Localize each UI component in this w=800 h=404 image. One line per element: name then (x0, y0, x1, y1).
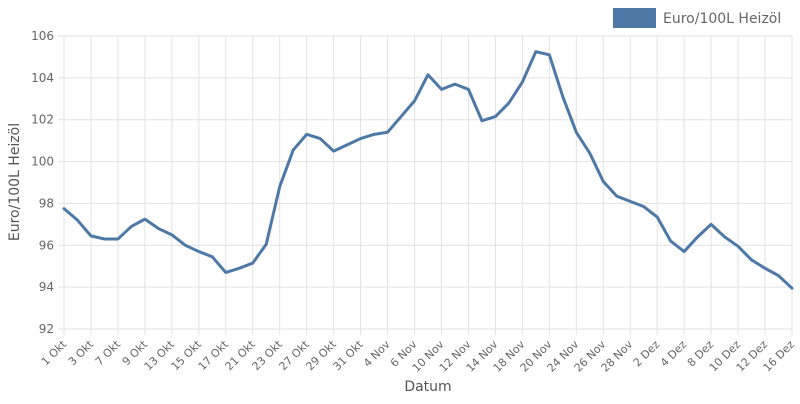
y-tick-label: 96 (39, 238, 54, 252)
data-point[interactable] (762, 265, 768, 271)
data-point[interactable] (452, 81, 458, 87)
legend[interactable]: Euro/100L Heizöl (613, 8, 781, 28)
x-tick-label: 1 Okt (39, 337, 70, 368)
data-point[interactable] (749, 257, 755, 263)
data-point[interactable] (290, 147, 296, 153)
data-point[interactable] (722, 234, 728, 240)
x-tick-label: 4 Dez (658, 338, 690, 370)
data-point[interactable] (438, 86, 444, 92)
data-point[interactable] (533, 49, 539, 55)
data-point[interactable] (196, 249, 202, 255)
y-tick-label: 94 (39, 280, 54, 294)
data-point[interactable] (304, 131, 310, 137)
y-tick-label: 106 (31, 29, 54, 43)
legend-swatch (613, 8, 656, 28)
y-tick-label: 100 (31, 155, 54, 169)
data-point[interactable] (263, 241, 269, 247)
data-point[interactable] (681, 249, 687, 255)
data-point[interactable] (776, 273, 782, 279)
data-point[interactable] (142, 216, 148, 222)
y-axis-title: Euro/100L Heizöl (7, 123, 23, 241)
data-point[interactable] (88, 233, 94, 239)
data-point[interactable] (425, 72, 431, 78)
data-point[interactable] (587, 150, 593, 156)
data-point[interactable] (519, 79, 525, 85)
data-point[interactable] (169, 232, 175, 238)
data-point[interactable] (115, 236, 121, 242)
data-point[interactable] (654, 214, 660, 220)
series-layer (61, 49, 795, 291)
data-point[interactable] (735, 243, 741, 249)
data-point[interactable] (506, 100, 512, 106)
grid (58, 35, 793, 335)
data-point[interactable] (546, 52, 552, 58)
data-point[interactable] (236, 265, 242, 271)
data-point[interactable] (223, 269, 229, 275)
data-point[interactable] (600, 178, 606, 184)
data-point[interactable] (614, 193, 620, 199)
x-tick-label: 4 Nov (361, 338, 393, 370)
y-tick-label: 98 (39, 196, 54, 210)
y-tick-label: 104 (31, 71, 54, 85)
data-point[interactable] (128, 223, 134, 229)
x-axis-title: Datum (404, 379, 451, 395)
data-point[interactable] (412, 98, 418, 104)
data-point[interactable] (708, 221, 714, 227)
data-point[interactable] (74, 217, 80, 223)
data-point[interactable] (317, 136, 323, 142)
data-point[interactable] (492, 114, 498, 120)
data-point[interactable] (641, 204, 647, 210)
data-point[interactable] (627, 198, 633, 204)
y-axis-ticks: 92 94 96 98 100 102 104 106 (31, 29, 54, 336)
data-point[interactable] (385, 129, 391, 135)
data-point[interactable] (398, 114, 404, 120)
data-point[interactable] (344, 142, 350, 148)
x-tick-label: 3 Okt (66, 337, 97, 368)
legend-label: Euro/100L Heizöl (663, 11, 781, 27)
data-point[interactable] (573, 129, 579, 135)
data-point[interactable] (560, 94, 566, 100)
series-line (62, 50, 794, 290)
data-point[interactable] (277, 184, 283, 190)
x-tick-label: 2 Dez (631, 338, 663, 370)
data-point[interactable] (668, 238, 674, 244)
data-point[interactable] (331, 148, 337, 154)
data-point[interactable] (61, 206, 67, 212)
y-tick-label: 102 (31, 113, 54, 127)
y-tick-label: 92 (39, 322, 54, 336)
data-point[interactable] (358, 136, 364, 142)
x-tick-label: 31 Okt (330, 337, 366, 373)
data-point[interactable] (155, 226, 161, 232)
data-point[interactable] (371, 131, 377, 137)
data-point[interactable] (465, 86, 471, 92)
data-point[interactable] (182, 242, 188, 248)
data-point[interactable] (101, 236, 107, 242)
data-point[interactable] (250, 260, 256, 266)
data-point[interactable] (479, 118, 485, 124)
data-point[interactable] (695, 234, 701, 240)
x-tick-label: 7 Okt (93, 337, 124, 368)
data-point[interactable] (209, 254, 215, 260)
data-point[interactable] (789, 285, 795, 291)
